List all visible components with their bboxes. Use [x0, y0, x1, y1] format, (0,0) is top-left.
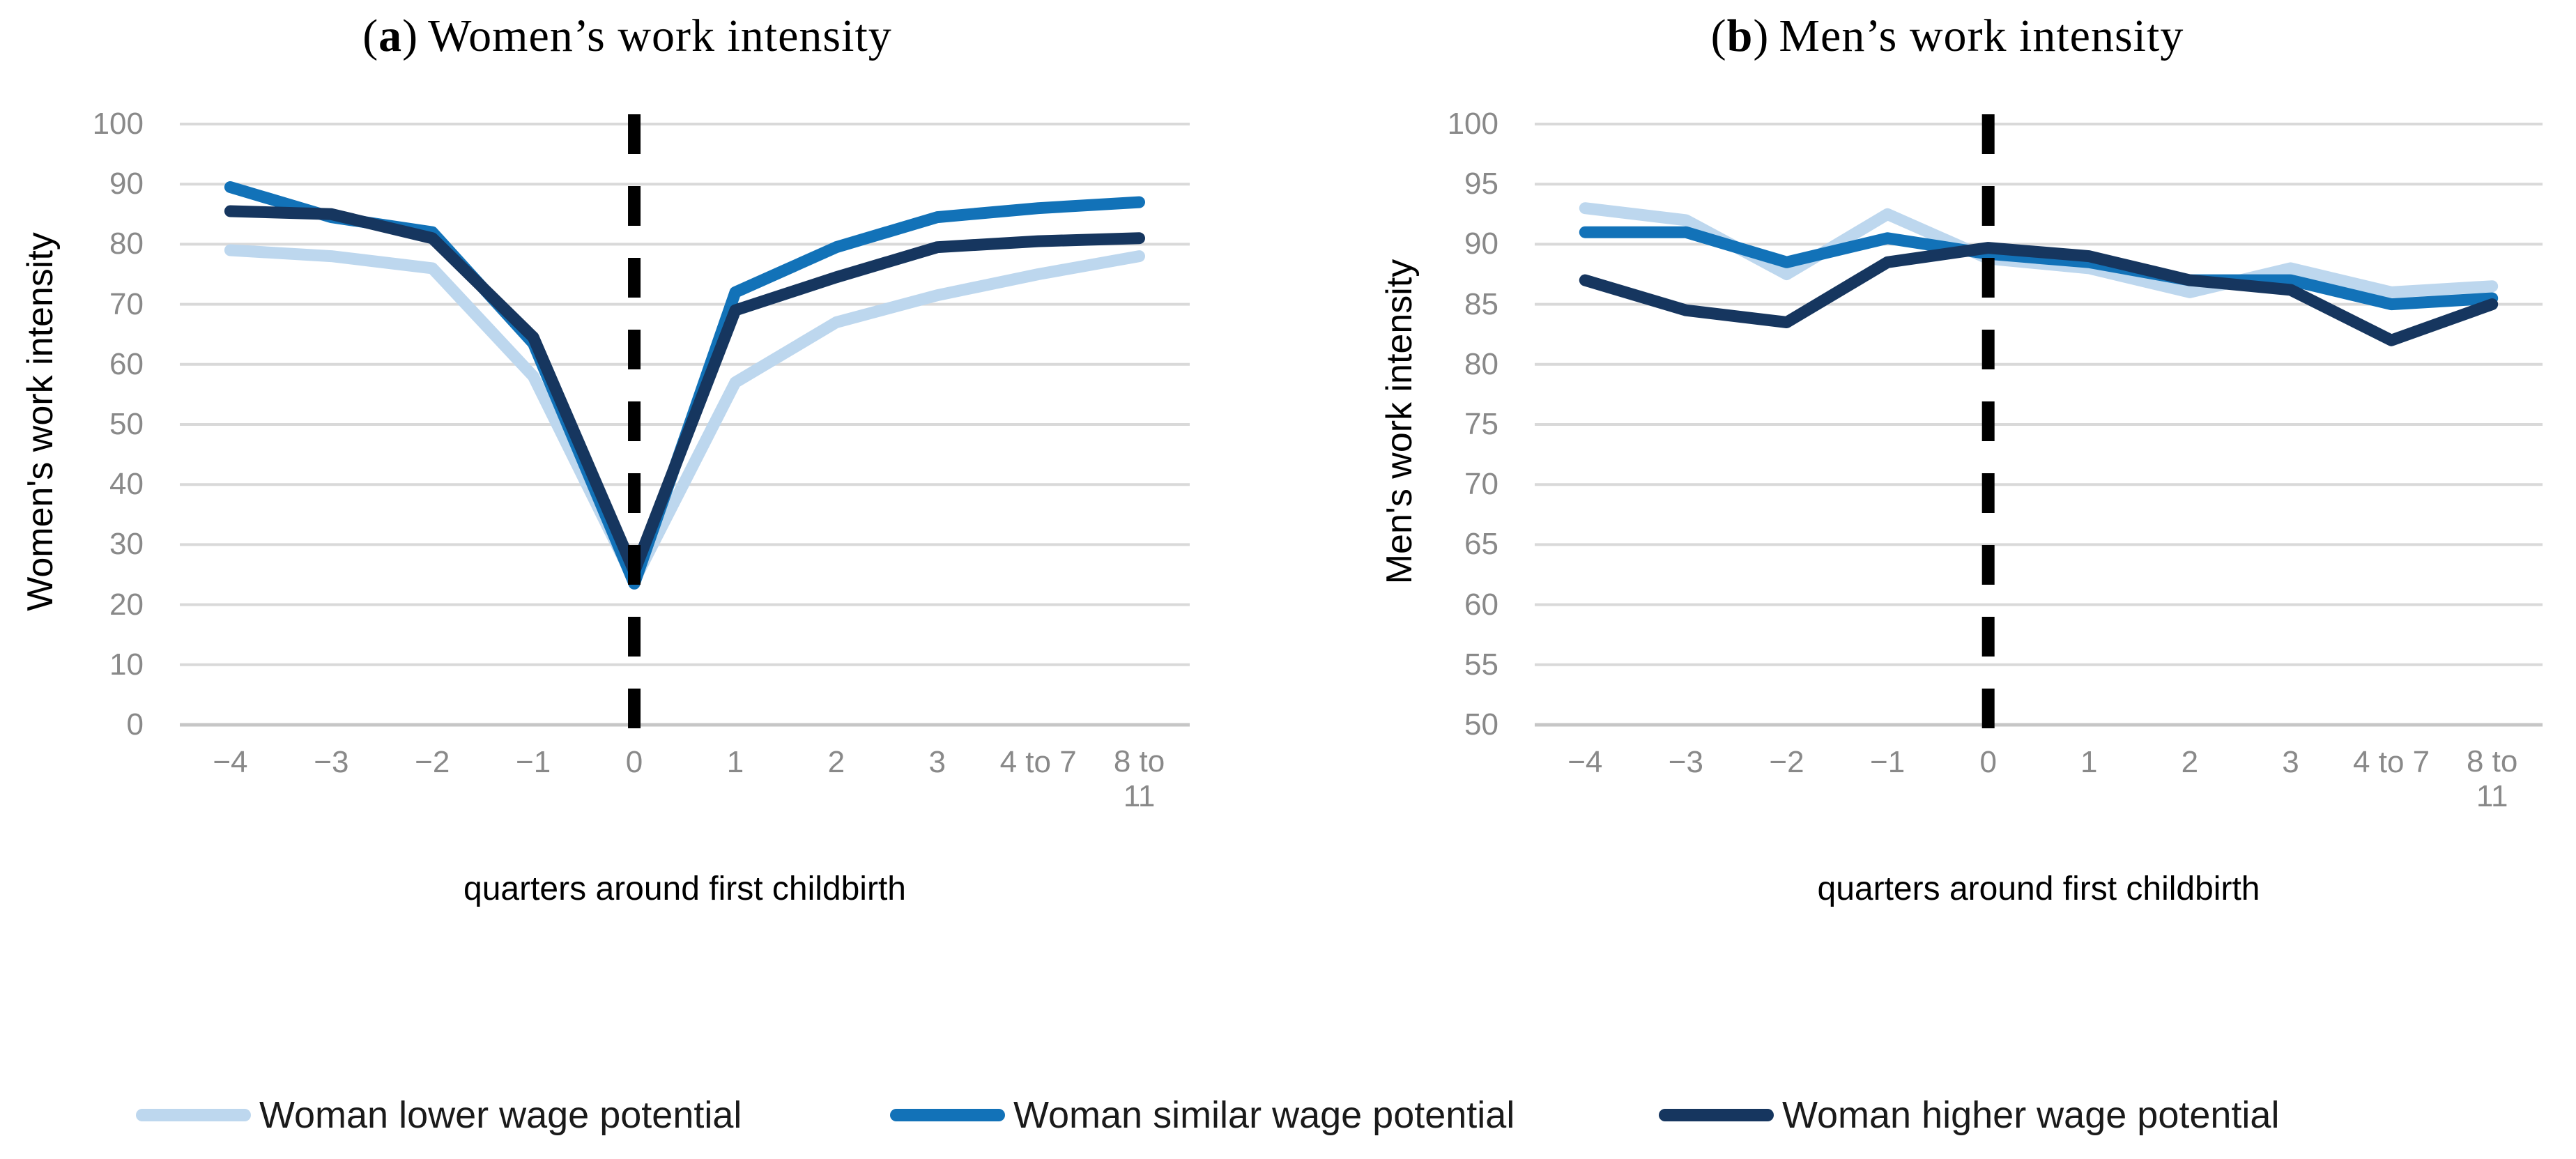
y-tick-label: 90 — [1464, 227, 1498, 261]
x-tick-label: −2 — [1769, 745, 1804, 779]
legend-item-higher: Woman higher wage potential — [1659, 1094, 2279, 1136]
y-tick-label: 55 — [1464, 647, 1498, 682]
legend-label-lower: Woman lower wage potential — [259, 1094, 742, 1136]
legend-swatch-similar — [890, 1109, 1005, 1121]
panel-b-title-text: Men’s work intensity — [1779, 10, 2184, 61]
legend-label-higher: Woman higher wage potential — [1782, 1094, 2280, 1136]
x-tick-label: −3 — [1668, 745, 1703, 779]
x-tick-label: −4 — [213, 745, 248, 779]
x-tick-label: 1 — [726, 745, 744, 779]
paren-open: ( — [1710, 10, 1727, 61]
paren-close: ) — [1753, 10, 1770, 61]
y-tick-label: 10 — [109, 647, 144, 682]
y-tick-label: 75 — [1464, 407, 1498, 441]
y-tick-label: 50 — [109, 407, 144, 441]
y-tick-label: 50 — [1464, 707, 1498, 742]
panel-a-title-text: Women’s work intensity — [428, 10, 892, 61]
y-tick-label: 60 — [1464, 587, 1498, 622]
x-tick-label: 0 — [625, 745, 643, 779]
y-tick-label: 30 — [109, 527, 144, 562]
y-tick-label: 60 — [109, 346, 144, 381]
x-tick-label: 4 to 7 — [999, 745, 1077, 779]
panel-b-x-axis-title: quarters around first childbirth — [1817, 870, 2260, 907]
series-line-0 — [224, 244, 1145, 587]
y-tick-label: 20 — [109, 587, 144, 622]
paren-open: ( — [362, 10, 379, 61]
x-tick-label: −1 — [516, 745, 551, 779]
legend-item-similar: Woman similar wage potential — [890, 1094, 1515, 1136]
x-tick-label: 2 — [827, 745, 845, 779]
y-tick-label: 80 — [1464, 346, 1498, 381]
y-tick-label: 40 — [109, 467, 144, 502]
panel-b-letter: b — [1726, 10, 1754, 61]
x-tick-label: −1 — [1870, 745, 1906, 779]
x-tick-label: −3 — [314, 745, 349, 779]
x-tick-label: 4 to 7 — [2353, 745, 2430, 779]
y-tick-label: 100 — [92, 107, 144, 141]
panel-a-letter: a — [378, 10, 403, 61]
legend-swatch-higher — [1659, 1109, 1774, 1121]
panel-a-x-axis-title: quarters around first childbirth — [463, 870, 906, 907]
x-tick-label: 3 — [928, 745, 946, 779]
y-tick-label: 90 — [109, 167, 144, 201]
series-line-2 — [1579, 242, 2499, 346]
legend-swatch-lower — [136, 1109, 251, 1121]
x-tick-label: −2 — [415, 745, 450, 779]
x-tick-label: 3 — [2282, 745, 2299, 779]
y-tick-label: 85 — [1464, 286, 1498, 321]
panel-b-title: (b) Men’s work intensity — [1319, 10, 2576, 63]
x-tick-label: −4 — [1567, 745, 1603, 779]
x-tick-label: 0 — [1979, 745, 1997, 779]
series-line-1 — [1579, 226, 2499, 311]
x-tick-label: 8 to 11 — [2466, 744, 2518, 813]
y-tick-label: 70 — [109, 286, 144, 321]
y-tick-label: 100 — [1447, 107, 1498, 141]
y-tick-label: 0 — [126, 707, 144, 742]
paren-close: ) — [402, 10, 419, 61]
series-line-2 — [224, 205, 1145, 578]
y-tick-label: 65 — [1464, 527, 1498, 562]
y-tick-label: 95 — [1464, 167, 1498, 201]
legend-item-lower: Woman lower wage potential — [136, 1094, 742, 1136]
y-tick-label: 80 — [109, 227, 144, 261]
legend-label-similar: Woman similar wage potential — [1013, 1094, 1515, 1136]
x-tick-label: 1 — [2080, 745, 2098, 779]
panel-a-title: (a) Women’s work intensity — [0, 10, 1255, 63]
x-tick-label: 8 to 11 — [1113, 744, 1165, 813]
x-tick-label: 2 — [2181, 745, 2199, 779]
y-tick-label: 70 — [1464, 467, 1498, 502]
